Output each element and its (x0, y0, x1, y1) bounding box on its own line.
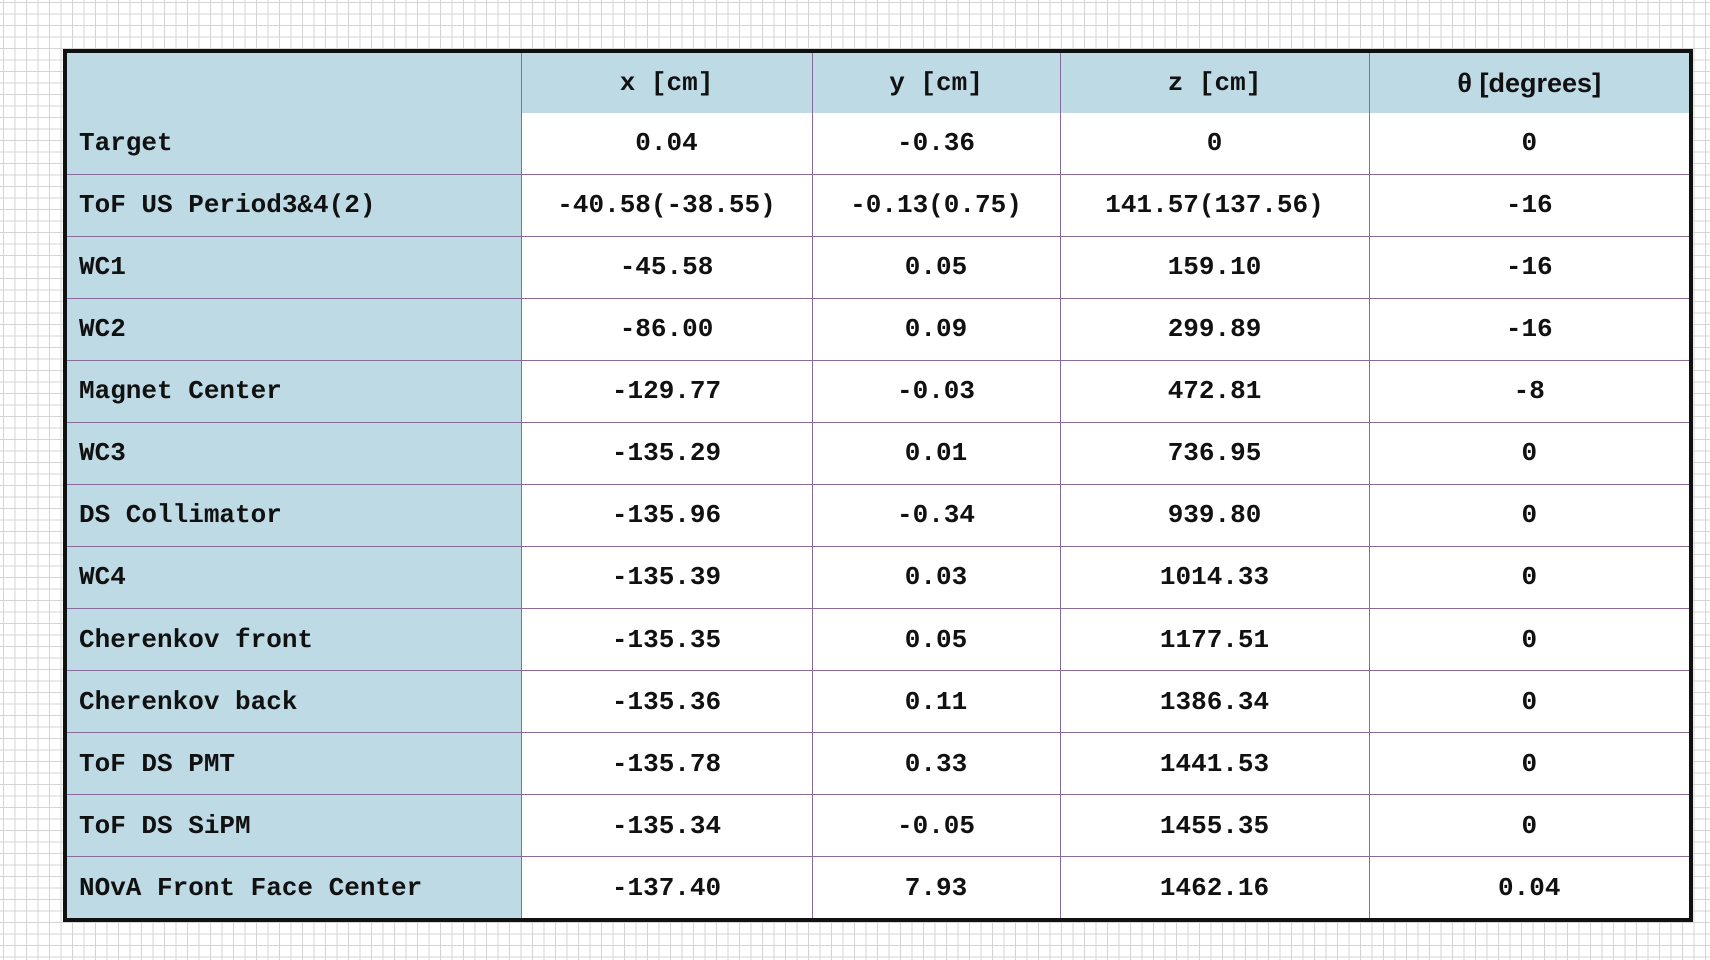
x-value-cell: -135.39 (520, 545, 813, 610)
table-row: WC2 -86.00 0.09 299.89 -16 (67, 297, 1689, 361)
table-row: Magnet Center -129.77 -0.03 472.81 -8 (67, 359, 1689, 423)
theta-value-cell: 0 (1368, 113, 1689, 175)
header-row: x [cm] y [cm] z [cm] θ [degrees] (67, 53, 1689, 113)
row-label-cell: Cherenkov front (67, 607, 522, 672)
y-value-cell: 0.09 (811, 297, 1061, 361)
z-value-cell: 939.80 (1059, 483, 1370, 547)
row-label-cell: WC4 (67, 545, 522, 610)
x-value-cell: 0.04 (520, 113, 813, 175)
z-value-cell: 1462.16 (1059, 856, 1370, 918)
table-row: WC3 -135.29 0.01 736.95 0 (67, 421, 1689, 485)
z-column-header: z [cm] (1059, 53, 1370, 113)
theta-value-cell: -16 (1368, 297, 1689, 361)
row-label-cell: WC2 (67, 297, 522, 361)
x-value-cell: -135.36 (520, 670, 813, 734)
row-label-cell: WC3 (67, 421, 522, 485)
corner-header-cell (67, 53, 522, 113)
table-row: Target 0.04 -0.36 0 0 (67, 113, 1689, 175)
theta-value-cell: 0 (1368, 421, 1689, 485)
y-value-cell: -0.03 (811, 359, 1061, 423)
z-value-cell: 1455.35 (1059, 794, 1370, 858)
table-row: Cherenkov front -135.35 0.05 1177.51 0 (67, 607, 1689, 672)
theta-value-cell: 0 (1368, 670, 1689, 734)
y-value-cell: 0.01 (811, 421, 1061, 485)
theta-value-cell: -8 (1368, 359, 1689, 423)
y-value-cell: 0.05 (811, 607, 1061, 672)
table-row: Cherenkov back -135.36 0.11 1386.34 0 (67, 670, 1689, 734)
row-label-cell: Cherenkov back (67, 670, 522, 734)
z-value-cell: 299.89 (1059, 297, 1370, 361)
y-value-cell: -0.36 (811, 113, 1061, 175)
x-value-cell: -86.00 (520, 297, 813, 361)
theta-value-cell: 0.04 (1368, 856, 1689, 918)
row-label-cell: ToF DS PMT (67, 732, 522, 796)
x-value-cell: -137.40 (520, 856, 813, 918)
x-value-cell: -40.58(-38.55) (520, 173, 813, 237)
x-value-cell: -135.35 (520, 607, 813, 672)
theta-value-cell: 0 (1368, 483, 1689, 547)
theta-value-cell: 0 (1368, 732, 1689, 796)
y-value-cell: -0.13(0.75) (811, 173, 1061, 237)
row-label-cell: Target (67, 113, 522, 175)
row-label-cell: NOvA Front Face Center (67, 856, 522, 918)
theta-value-cell: -16 (1368, 173, 1689, 237)
y-value-cell: 0.03 (811, 545, 1061, 610)
row-label-cell: ToF US Period3&4(2) (67, 173, 522, 237)
z-value-cell: 736.95 (1059, 421, 1370, 485)
z-value-cell: 0 (1059, 113, 1370, 175)
z-value-cell: 1014.33 (1059, 545, 1370, 610)
z-value-cell: 141.57(137.56) (1059, 173, 1370, 237)
x-value-cell: -135.78 (520, 732, 813, 796)
z-value-cell: 159.10 (1059, 235, 1370, 299)
y-value-cell: 0.05 (811, 235, 1061, 299)
theta-value-cell: 0 (1368, 794, 1689, 858)
theta-value-cell: 0 (1368, 545, 1689, 610)
table-row: ToF US Period3&4(2) -40.58(-38.55) -0.13(0… (67, 173, 1689, 237)
table-row: NOvA Front Face Center -137.40 7.93 1462.16… (67, 856, 1689, 918)
table-row: DS Collimator -135.96 -0.34 939.80 0 (67, 483, 1689, 547)
x-value-cell: -45.58 (520, 235, 813, 299)
y-value-cell: -0.34 (811, 483, 1061, 547)
x-value-cell: -135.96 (520, 483, 813, 547)
x-column-header: x [cm] (520, 53, 813, 113)
y-column-header: y [cm] (811, 53, 1061, 113)
y-value-cell: 0.33 (811, 732, 1061, 796)
table-row: ToF DS PMT -135.78 0.33 1441.53 0 (67, 732, 1689, 796)
y-value-cell: 7.93 (811, 856, 1061, 918)
row-label-cell: WC1 (67, 235, 522, 299)
z-value-cell: 1441.53 (1059, 732, 1370, 796)
table-row: WC1 -45.58 0.05 159.10 -16 (67, 235, 1689, 299)
positions-table-frame: x [cm] y [cm] z [cm] θ [degrees] Target 0… (63, 49, 1693, 922)
theta-value-cell: 0 (1368, 607, 1689, 672)
y-value-cell: 0.11 (811, 670, 1061, 734)
x-value-cell: -129.77 (520, 359, 813, 423)
theta-column-header: θ [degrees] (1368, 53, 1689, 113)
z-value-cell: 1177.51 (1059, 607, 1370, 672)
z-value-cell: 1386.34 (1059, 670, 1370, 734)
y-value-cell: -0.05 (811, 794, 1061, 858)
table-row: ToF DS SiPM -135.34 -0.05 1455.35 0 (67, 794, 1689, 858)
row-label-cell: DS Collimator (67, 483, 522, 547)
theta-value-cell: -16 (1368, 235, 1689, 299)
positions-table: x [cm] y [cm] z [cm] θ [degrees] Target 0… (67, 53, 1689, 918)
z-value-cell: 472.81 (1059, 359, 1370, 423)
row-label-cell: Magnet Center (67, 359, 522, 423)
table-row: WC4 -135.39 0.03 1014.33 0 (67, 545, 1689, 610)
x-value-cell: -135.29 (520, 421, 813, 485)
x-value-cell: -135.34 (520, 794, 813, 858)
row-label-cell: ToF DS SiPM (67, 794, 522, 858)
